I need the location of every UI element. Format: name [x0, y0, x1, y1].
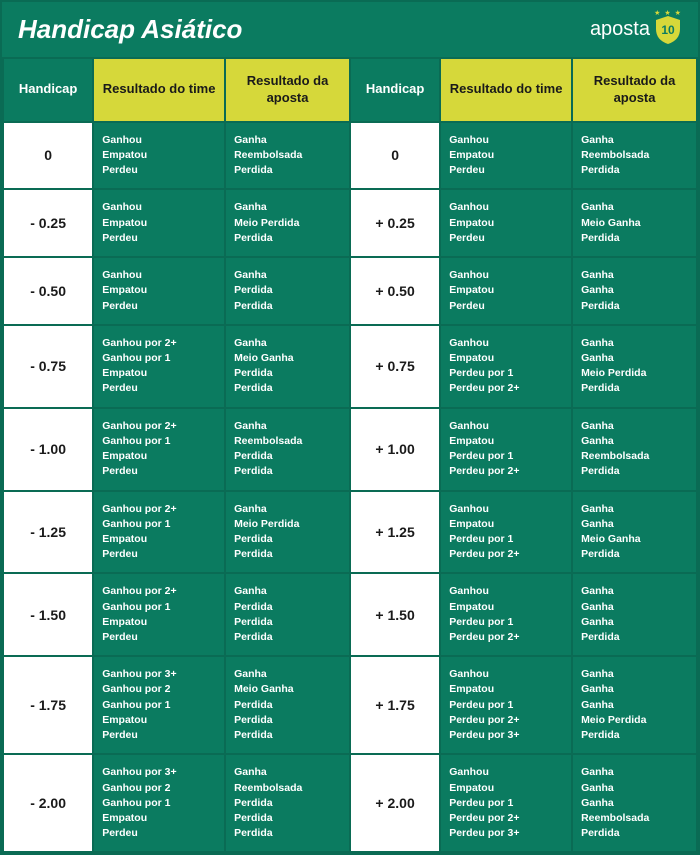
table-row: 0GanhouEmpatouPerdeuGanhaReembolsadaPerd… — [3, 122, 697, 190]
handicap-value: - 0.75 — [3, 325, 93, 408]
handicap-value: - 0.50 — [3, 257, 93, 325]
col-handicap-right: Handicap — [350, 58, 440, 122]
handicap-value: + 2.00 — [350, 754, 440, 852]
table-row: - 1.75Ganhou por 3+Ganhou por 2Ganhou po… — [3, 656, 697, 754]
handicap-value: + 1.50 — [350, 573, 440, 656]
bet-result: GanhaReembolsadaPerdida — [572, 122, 697, 190]
bet-result: GanhaMeio GanhaPerdidaPerdidaPerdida — [225, 656, 350, 754]
team-result: GanhouEmpatouPerdeu — [93, 189, 225, 257]
bet-result: GanhaGanhaPerdida — [572, 257, 697, 325]
bet-result: GanhaMeio PerdidaPerdidaPerdida — [225, 491, 350, 574]
handicap-value: - 1.25 — [3, 491, 93, 574]
handicap-value: - 1.00 — [3, 408, 93, 491]
bet-result: GanhaGanhaGanhaPerdida — [572, 573, 697, 656]
bet-result: GanhaReembolsadaPerdidaPerdida — [225, 408, 350, 491]
team-result: GanhouEmpatouPerdeu — [440, 122, 572, 190]
table-row: - 1.25Ganhou por 2+Ganhou por 1EmpatouPe… — [3, 491, 697, 574]
team-result: Ganhou por 2+Ganhou por 1EmpatouPerdeu — [93, 491, 225, 574]
team-result: GanhouEmpatouPerdeu por 1Perdeu por 2+Pe… — [440, 656, 572, 754]
handicap-value: + 1.00 — [350, 408, 440, 491]
table-row: - 1.50Ganhou por 2+Ganhou por 1EmpatouPe… — [3, 573, 697, 656]
bet-result: GanhaReembolsadaPerdidaPerdidaPerdida — [225, 754, 350, 852]
logo-text: aposta — [590, 18, 650, 41]
handicap-value: + 1.75 — [350, 656, 440, 754]
bet-result: GanhaPerdidaPerdida — [225, 257, 350, 325]
bet-result: GanhaGanhaGanhaReembolsadaPerdida — [572, 754, 697, 852]
bet-result: GanhaMeio PerdidaPerdida — [225, 189, 350, 257]
bet-result: GanhaPerdidaPerdidaPerdida — [225, 573, 350, 656]
title-bar: Handicap Asiático aposta ★ ★ ★ 10 — [2, 2, 698, 57]
team-result: GanhouEmpatouPerdeu — [440, 189, 572, 257]
table-row: - 0.25GanhouEmpatouPerdeuGanhaMeio Perdi… — [3, 189, 697, 257]
handicap-value: + 0.50 — [350, 257, 440, 325]
handicap-value: - 1.75 — [3, 656, 93, 754]
bet-result: GanhaGanhaMeio PerdidaPerdida — [572, 325, 697, 408]
bet-result: GanhaGanhaGanhaMeio PerdidaPerdida — [572, 656, 697, 754]
handicap-value: + 0.25 — [350, 189, 440, 257]
col-bet-left: Resultado da aposta — [225, 58, 350, 122]
team-result: Ganhou por 2+Ganhou por 1EmpatouPerdeu — [93, 573, 225, 656]
brand-logo: aposta ★ ★ ★ 10 — [590, 15, 682, 45]
table-row: - 0.50GanhouEmpatouPerdeuGanhaPerdidaPer… — [3, 257, 697, 325]
handicap-value: + 0.75 — [350, 325, 440, 408]
bet-result: GanhaReembolsadaPerdida — [225, 122, 350, 190]
handicap-value: - 1.50 — [3, 573, 93, 656]
logo-number: 10 — [661, 23, 674, 37]
team-result: GanhouEmpatouPerdeu por 1Perdeu por 2+ — [440, 325, 572, 408]
team-result: GanhouEmpatouPerdeu por 1Perdeu por 2+Pe… — [440, 754, 572, 852]
col-handicap-left: Handicap — [3, 58, 93, 122]
team-result: Ganhou por 3+Ganhou por 2Ganhou por 1Emp… — [93, 754, 225, 852]
team-result: GanhouEmpatouPerdeu por 1Perdeu por 2+ — [440, 573, 572, 656]
bet-result: GanhaMeio GanhaPerdidaPerdida — [225, 325, 350, 408]
shield-icon: ★ ★ ★ 10 — [654, 15, 682, 45]
bet-result: GanhaGanhaMeio GanhaPerdida — [572, 491, 697, 574]
team-result: GanhouEmpatouPerdeu — [440, 257, 572, 325]
team-result: GanhouEmpatouPerdeu por 1Perdeu por 2+ — [440, 408, 572, 491]
col-team-right: Resultado do time — [440, 58, 572, 122]
bet-result: GanhaMeio GanhaPerdida — [572, 189, 697, 257]
handicap-value: + 1.25 — [350, 491, 440, 574]
handicap-value: - 0.25 — [3, 189, 93, 257]
table-row: - 0.75Ganhou por 2+Ganhou por 1EmpatouPe… — [3, 325, 697, 408]
header-row: Handicap Resultado do time Resultado da … — [3, 58, 697, 122]
handicap-value: - 2.00 — [3, 754, 93, 852]
team-result: GanhouEmpatouPerdeu — [93, 122, 225, 190]
team-result: GanhouEmpatouPerdeu por 1Perdeu por 2+ — [440, 491, 572, 574]
handicap-table: Handicap Resultado do time Resultado da … — [2, 57, 698, 853]
handicap-table-container: Handicap Asiático aposta ★ ★ ★ 10 Handic… — [0, 0, 700, 855]
bet-result: GanhaGanhaReembolsadaPerdida — [572, 408, 697, 491]
handicap-value: 0 — [350, 122, 440, 190]
team-result: GanhouEmpatouPerdeu — [93, 257, 225, 325]
table-row: - 2.00Ganhou por 3+Ganhou por 2Ganhou po… — [3, 754, 697, 852]
team-result: Ganhou por 3+Ganhou por 2Ganhou por 1Emp… — [93, 656, 225, 754]
team-result: Ganhou por 2+Ganhou por 1EmpatouPerdeu — [93, 408, 225, 491]
handicap-value: 0 — [3, 122, 93, 190]
col-bet-right: Resultado da aposta — [572, 58, 697, 122]
page-title: Handicap Asiático — [18, 14, 242, 45]
team-result: Ganhou por 2+Ganhou por 1EmpatouPerdeu — [93, 325, 225, 408]
col-team-left: Resultado do time — [93, 58, 225, 122]
table-row: - 1.00Ganhou por 2+Ganhou por 1EmpatouPe… — [3, 408, 697, 491]
